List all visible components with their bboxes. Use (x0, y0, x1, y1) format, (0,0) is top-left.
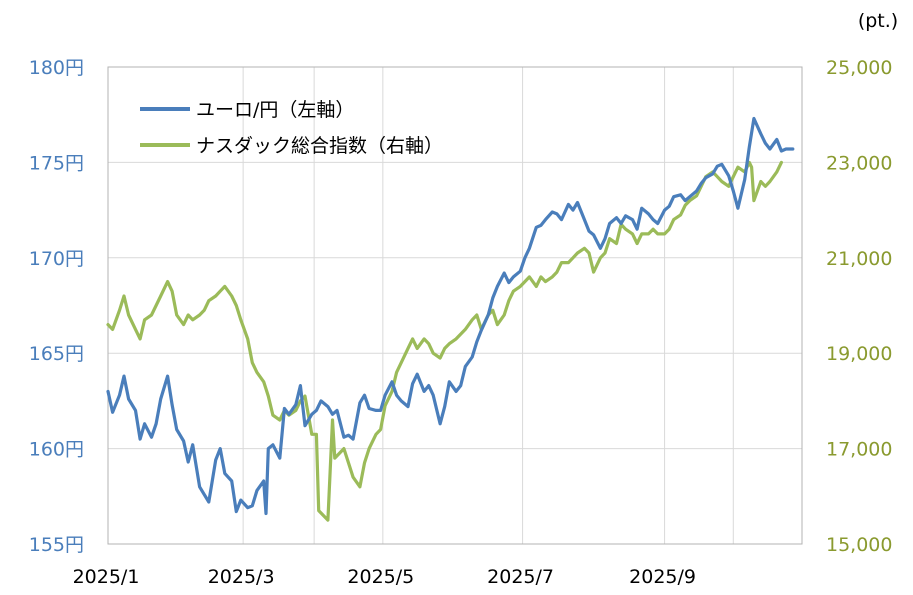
x-tick-label: 2025/7 (487, 566, 554, 588)
left-axis-tick-labels: 155円 160円 165円 170円 175円 180円 (29, 57, 84, 556)
x-axis-tick-labels: 2025/1 2025/3 2025/5 2025/7 2025/9 (73, 566, 696, 588)
series-lines (106, 116, 795, 522)
right-tick-label: 17,000 (826, 439, 892, 461)
right-axis-unit-label: (pt.) (858, 10, 898, 32)
right-axis-tick-labels: 15,000 17,000 19,000 21,000 23,000 25,000 (826, 57, 892, 556)
right-tick-label: 25,000 (826, 57, 892, 79)
right-tick-label: 15,000 (826, 534, 892, 556)
legend: ユーロ/円（左軸） ナスダック総合指数（右軸） (140, 99, 443, 157)
right-tick-label: 19,000 (826, 343, 892, 365)
legend-label-euro-yen: ユーロ/円（左軸） (196, 99, 354, 121)
right-tick-label: 21,000 (826, 248, 892, 270)
x-tick-label: 2025/5 (347, 566, 414, 588)
x-tick-label: 2025/1 (73, 566, 140, 588)
left-tick-label: 175円 (29, 152, 84, 174)
left-tick-label: 180円 (29, 57, 84, 79)
x-tick-label: 2025/3 (208, 566, 275, 588)
x-tick-label: 2025/9 (629, 566, 696, 588)
plot-area-border (107, 66, 803, 545)
right-tick-label: 23,000 (826, 152, 892, 174)
left-tick-label: 160円 (29, 439, 84, 461)
legend-label-nasdaq: ナスダック総合指数（右軸） (196, 135, 443, 157)
left-tick-label: 170円 (29, 248, 84, 270)
left-tick-label: 155円 (29, 534, 84, 556)
series-line-nasdaq (106, 160, 784, 522)
left-tick-label: 165円 (29, 343, 84, 365)
series-line-euro-yen (106, 116, 795, 516)
